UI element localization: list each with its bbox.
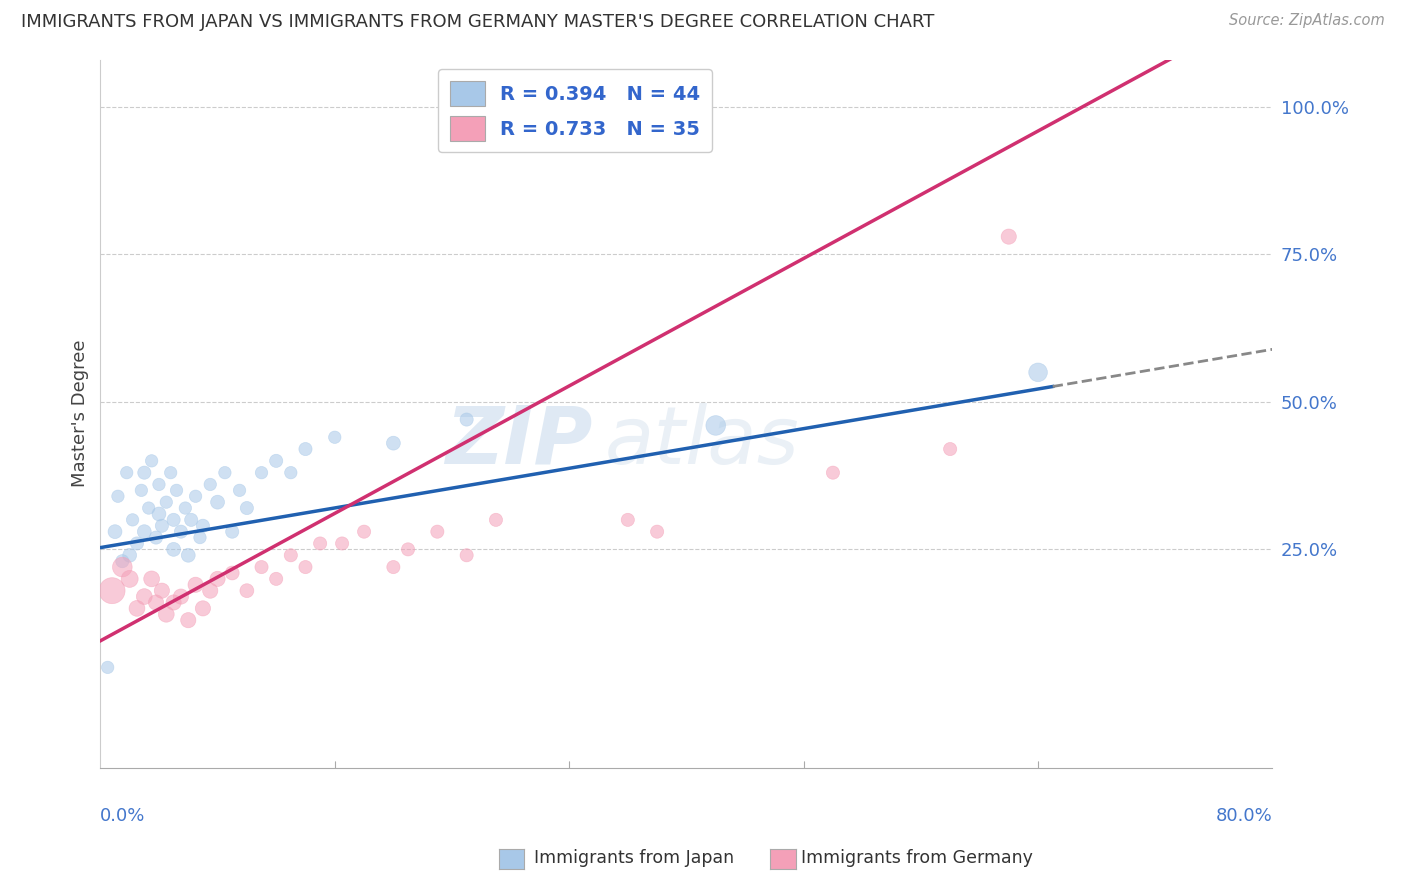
Point (200, 583, 222, 598)
Point (294, 442, 316, 456)
Point (309, 536, 332, 550)
Point (111, 560, 134, 574)
Point (104, 524, 127, 539)
Text: atlas: atlas (605, 403, 799, 481)
Point (221, 566, 243, 580)
Text: IMMIGRANTS FROM JAPAN VS IMMIGRANTS FROM GERMANY MASTER'S DEGREE CORRELATION CHA: IMMIGRANTS FROM JAPAN VS IMMIGRANTS FROM… (21, 13, 935, 31)
Point (162, 595, 184, 609)
Point (236, 501, 259, 516)
Legend: R = 0.394   N = 44, R = 0.733   N = 35: R = 0.394 N = 44, R = 0.733 N = 35 (439, 70, 713, 153)
Point (101, 583, 124, 598)
Point (294, 560, 316, 574)
Point (145, 595, 167, 609)
Point (207, 495, 229, 509)
Point (138, 501, 160, 516)
Point (228, 483, 250, 498)
Text: Immigrants from Germany: Immigrants from Germany (801, 849, 1033, 867)
Point (155, 495, 177, 509)
Point (170, 524, 193, 539)
Point (184, 578, 207, 592)
Point (134, 590, 156, 604)
Point (148, 477, 170, 491)
Point (166, 483, 188, 498)
Point (426, 524, 449, 539)
Text: Immigrants from Japan: Immigrants from Japan (534, 849, 734, 867)
Point (150, 583, 173, 598)
Point (134, 524, 156, 539)
Point (115, 466, 138, 480)
Point (939, 442, 962, 456)
Point (264, 572, 287, 586)
Point (250, 560, 273, 574)
Point (214, 466, 236, 480)
Text: 80.0%: 80.0% (1216, 806, 1272, 824)
Point (382, 436, 405, 450)
Point (141, 454, 163, 468)
Point (264, 454, 287, 468)
Point (118, 572, 141, 586)
Point (188, 531, 211, 545)
Point (191, 601, 214, 615)
Point (330, 536, 353, 550)
Point (184, 489, 207, 503)
Point (180, 513, 202, 527)
Point (485, 513, 508, 527)
Point (111, 554, 134, 568)
Text: 0.0%: 0.0% (100, 806, 146, 824)
Point (150, 518, 173, 533)
Point (177, 613, 200, 627)
Point (207, 572, 229, 586)
Point (704, 418, 727, 433)
Point (236, 583, 259, 598)
Point (162, 513, 184, 527)
Point (174, 501, 197, 516)
Text: ZIP: ZIP (446, 403, 593, 481)
Point (159, 466, 181, 480)
Point (155, 607, 177, 622)
Point (382, 560, 405, 574)
Point (323, 430, 346, 444)
Point (125, 536, 148, 550)
Point (131, 483, 153, 498)
Point (134, 466, 156, 480)
Point (456, 549, 478, 563)
Point (191, 518, 214, 533)
Y-axis label: Master's Degree: Master's Degree (72, 340, 89, 487)
Point (177, 549, 200, 563)
Point (280, 549, 302, 563)
Point (200, 477, 222, 491)
Point (162, 542, 184, 557)
Point (107, 489, 129, 503)
Point (250, 466, 273, 480)
Point (456, 412, 478, 426)
Point (821, 466, 844, 480)
Point (645, 524, 668, 539)
Point (280, 466, 302, 480)
Point (353, 524, 375, 539)
Point (617, 513, 640, 527)
Point (396, 542, 419, 557)
Point (97, 660, 120, 674)
Point (118, 549, 141, 563)
Point (148, 507, 170, 521)
Text: Source: ZipAtlas.com: Source: ZipAtlas.com (1229, 13, 1385, 29)
Point (141, 572, 163, 586)
Point (221, 524, 243, 539)
Point (145, 531, 167, 545)
Point (997, 229, 1019, 244)
Point (121, 513, 143, 527)
Point (1026, 365, 1049, 379)
Point (125, 601, 148, 615)
Point (170, 590, 193, 604)
